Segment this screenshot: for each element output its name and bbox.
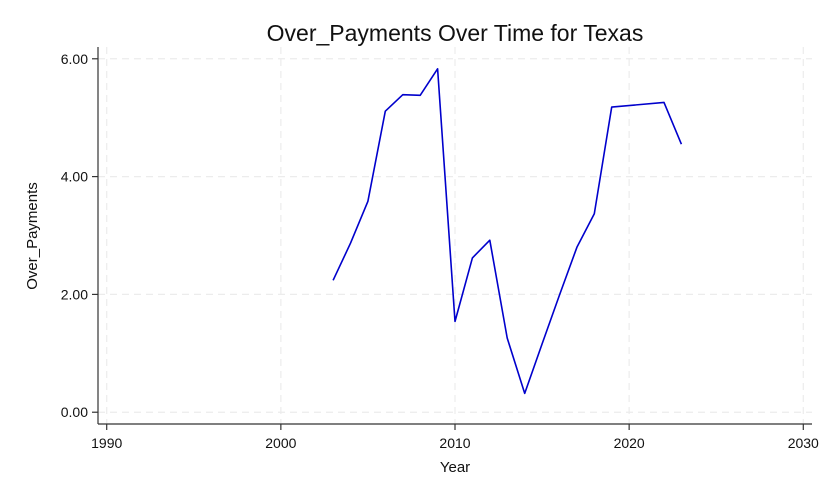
- data-point: [366, 199, 370, 203]
- data-point: [557, 293, 561, 297]
- data-point: [488, 238, 492, 242]
- x-tick-label: 2010: [439, 435, 470, 451]
- data-point: [540, 342, 544, 346]
- data-point: [662, 100, 666, 104]
- data-point: [331, 278, 335, 282]
- y-tick-label: 2.00: [61, 286, 88, 302]
- x-tick-label: 2030: [788, 435, 819, 451]
- y-tick-label: 0.00: [61, 404, 88, 420]
- grid-lines: [98, 47, 812, 424]
- x-tick-label: 2020: [614, 435, 645, 451]
- chart-title: Over_Payments Over Time for Texas: [267, 20, 644, 46]
- y-tick-label: 6.00: [61, 51, 88, 67]
- series-line-over-payments: [332, 68, 683, 395]
- data-point: [610, 105, 614, 109]
- data-point: [575, 245, 579, 249]
- x-tick-label: 1990: [91, 435, 122, 451]
- y-axis-title: Over_Payments: [24, 182, 41, 290]
- data-point: [505, 336, 509, 340]
- data-point: [401, 93, 405, 97]
- data-point: [436, 67, 440, 71]
- x-tick-label: 2000: [265, 435, 296, 451]
- data-point: [453, 320, 457, 324]
- data-point: [418, 93, 422, 97]
- series-layer: [331, 67, 683, 395]
- data-point: [679, 142, 683, 146]
- x-axis-title: Year: [440, 459, 470, 476]
- data-point: [470, 256, 474, 260]
- ticks: 0.00 2.00 4.00 6.00 1990 2000 2010 2020 2030: [61, 51, 819, 451]
- data-point: [383, 109, 387, 113]
- data-point: [523, 391, 527, 395]
- data-point: [592, 212, 596, 216]
- axes: [97, 47, 812, 425]
- data-point: [349, 241, 353, 245]
- y-tick-label: 4.00: [61, 169, 88, 185]
